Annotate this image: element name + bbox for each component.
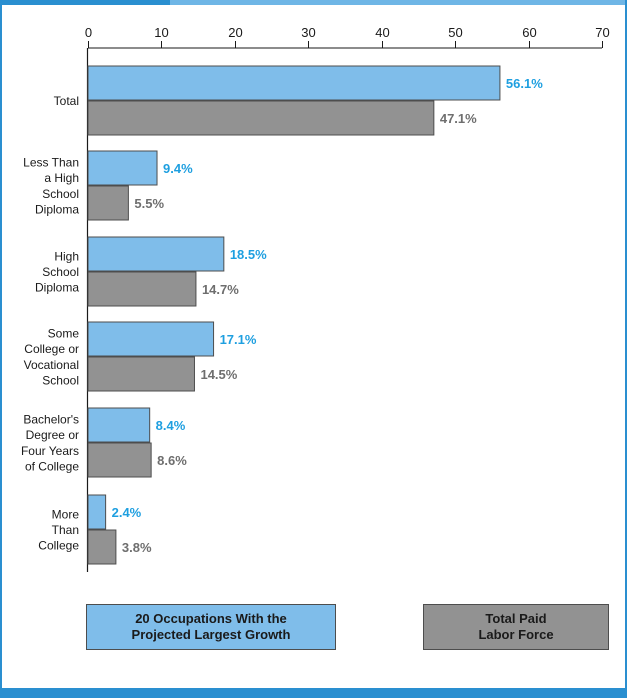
- bar-total-labor-force: [87, 185, 129, 221]
- category-label: School: [42, 187, 79, 201]
- bar-total-labor-force: [87, 100, 435, 136]
- category-label: Diploma: [35, 281, 79, 295]
- legend-label-line: Projected Largest Growth: [131, 627, 291, 642]
- category-label: Degree or: [26, 428, 79, 442]
- legend-label-line: Labor Force: [478, 627, 554, 642]
- x-tick-label: 20: [228, 25, 242, 40]
- bar-largest-growth: [87, 407, 151, 443]
- legend-label-largest-growth: 20 Occupations With the Projected Larges…: [87, 611, 335, 643]
- x-tick-label: 40: [375, 25, 389, 40]
- frame-top-band-light: [170, 0, 627, 5]
- x-tick-label: 70: [595, 25, 609, 40]
- data-label: 14.7%: [202, 282, 239, 297]
- category-label: Less Than: [23, 156, 79, 170]
- bar-largest-growth: [87, 150, 158, 186]
- frame-top-band-dark: [0, 0, 170, 5]
- bar-total-labor-force: [87, 356, 195, 392]
- x-tick-label: 60: [522, 25, 536, 40]
- bar-total-labor-force: [87, 442, 152, 478]
- legend-label-line: 20 Occupations With the: [135, 611, 287, 626]
- legend-label-line: Total Paid: [485, 611, 547, 626]
- category-label: More: [52, 507, 80, 521]
- category-label: Diploma: [35, 202, 79, 216]
- bar-total-labor-force: [87, 529, 117, 565]
- data-label: 8.4%: [156, 418, 186, 433]
- frame-left-border: [0, 0, 2, 698]
- category-label: a High: [44, 171, 79, 185]
- category-label: College: [38, 539, 79, 553]
- data-label: 18.5%: [230, 247, 267, 262]
- data-label: 3.8%: [122, 540, 152, 555]
- data-label: 2.4%: [112, 505, 142, 520]
- x-tick-label: 30: [301, 25, 315, 40]
- category-label: College or: [24, 342, 79, 356]
- data-label: 17.1%: [220, 332, 257, 347]
- category-label: School: [42, 265, 79, 279]
- category-label: Than: [52, 523, 79, 537]
- legend-item-largest-growth: 20 Occupations With the Projected Larges…: [86, 604, 336, 650]
- data-label: 47.1%: [440, 111, 477, 126]
- category-label: Four Years: [21, 444, 79, 458]
- bar-total-labor-force: [87, 271, 197, 307]
- data-label: 8.6%: [157, 453, 187, 468]
- bar-largest-growth: [87, 494, 107, 530]
- data-label: 9.4%: [163, 161, 193, 176]
- data-label: 56.1%: [506, 76, 543, 91]
- bar-largest-growth: [87, 65, 501, 101]
- x-tick-label: 50: [448, 25, 462, 40]
- data-label: 5.5%: [134, 196, 164, 211]
- category-label: of College: [25, 459, 79, 473]
- bar-largest-growth: [87, 321, 215, 357]
- x-tick-label: 10: [154, 25, 168, 40]
- data-label: 14.5%: [200, 367, 237, 382]
- category-label: Vocational: [24, 358, 79, 372]
- category-label: Total: [54, 94, 79, 108]
- bar-largest-growth: [87, 236, 225, 272]
- frame-right-border: [625, 0, 627, 698]
- category-label: Bachelor's: [23, 413, 79, 427]
- category-label: School: [42, 373, 79, 387]
- plot-area: 0 10 20 30 40 50 60 70 56.1% 47.1% Total 9.4% 5.5% Le…: [21, 25, 610, 572]
- frame-bottom-band: [0, 688, 627, 698]
- legend-label-total-labor-force: Total Paid Labor Force: [424, 611, 608, 643]
- category-label: Some: [48, 327, 80, 341]
- category-label: High: [54, 249, 79, 263]
- x-tick-label: 0: [85, 25, 92, 40]
- legend-item-total-labor-force: Total Paid Labor Force: [423, 604, 609, 650]
